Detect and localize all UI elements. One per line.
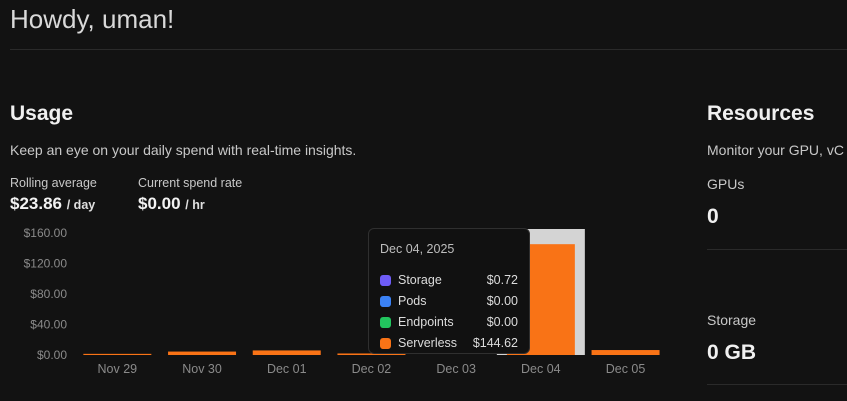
rolling-average-amount: $23.86 (10, 194, 62, 213)
usage-title: Usage (10, 102, 74, 125)
current-spend-value: $0.00 / hr (138, 194, 205, 214)
current-spend-unit: / hr (185, 198, 205, 212)
storage-value: 0 GB (707, 341, 757, 364)
tooltip-row-endpoints: Endpoints $0.00 (380, 315, 518, 331)
tooltip-row-serverless: Serverless $144.62 (380, 336, 518, 352)
tooltip-row-storage: Storage $0.72 (380, 273, 518, 289)
x-tick-label: Dec 04 (521, 362, 561, 376)
usage-bar-chart[interactable]: $0.00 $40.00 $80.00 $120.00 $160.00 Nov 29 Nov… (0, 220, 680, 380)
bar-nov-30[interactable] (168, 351, 237, 355)
x-tick-label: Nov 29 (98, 362, 138, 376)
gpus-value: 0 (707, 205, 719, 228)
x-tick-label: Dec 05 (606, 362, 646, 376)
usage-subtitle: Keep an eye on your daily spend with rea… (10, 142, 357, 158)
current-spend-amount: $0.00 (138, 194, 181, 213)
rolling-average-unit: / day (66, 198, 96, 212)
resources-divider (707, 249, 847, 250)
bar-nov-29[interactable] (83, 353, 152, 355)
storage-swatch (380, 275, 391, 286)
bar-dec-02[interactable] (337, 353, 406, 355)
tooltip-row-pods: Pods $0.00 (380, 294, 518, 310)
gpus-label: GPUs (707, 176, 745, 192)
x-tick-label: Dec 03 (436, 362, 476, 376)
resources-subtitle: Monitor your GPU, vC (707, 142, 844, 158)
resources-title: Resources (707, 102, 815, 125)
x-tick-label: Dec 02 (352, 362, 392, 376)
bar-dec-05[interactable] (591, 350, 660, 355)
bar-dec-01[interactable] (252, 350, 321, 355)
tooltip-date: Dec 04, 2025 (380, 242, 455, 256)
storage-label: Storage (707, 312, 757, 328)
chart-tooltip: Dec 04, 2025 Storage $0.72 Pods $0.00 En… (368, 228, 530, 354)
y-tick-label: $160.00 (24, 226, 68, 240)
tooltip-label: Serverless (398, 336, 458, 350)
tooltip-value: $0.00 (486, 315, 518, 329)
rolling-average-value: $23.86 / day (10, 194, 95, 214)
y-tick-label: $80.00 (30, 287, 67, 301)
page-greeting: Howdy, uman! (10, 4, 175, 34)
x-tick-label: Nov 30 (182, 362, 222, 376)
rolling-average-label: Rolling average (10, 176, 97, 190)
serverless-swatch (380, 338, 391, 349)
tooltip-value: $0.72 (486, 273, 518, 287)
y-tick-label: $120.00 (24, 257, 68, 271)
current-spend-label: Current spend rate (138, 176, 243, 190)
tooltip-value: $0.00 (486, 294, 518, 308)
y-tick-label: $40.00 (30, 318, 67, 332)
x-tick-label: Dec 01 (267, 362, 307, 376)
y-tick-label: $0.00 (37, 348, 67, 362)
tooltip-label: Endpoints (398, 315, 454, 329)
endpoints-swatch (380, 317, 391, 328)
pods-swatch (380, 296, 391, 307)
resources-divider-bottom (707, 384, 847, 385)
header-divider (10, 49, 847, 50)
tooltip-value: $144.62 (472, 336, 518, 350)
tooltip-label: Storage (398, 273, 442, 287)
tooltip-label: Pods (398, 294, 427, 308)
